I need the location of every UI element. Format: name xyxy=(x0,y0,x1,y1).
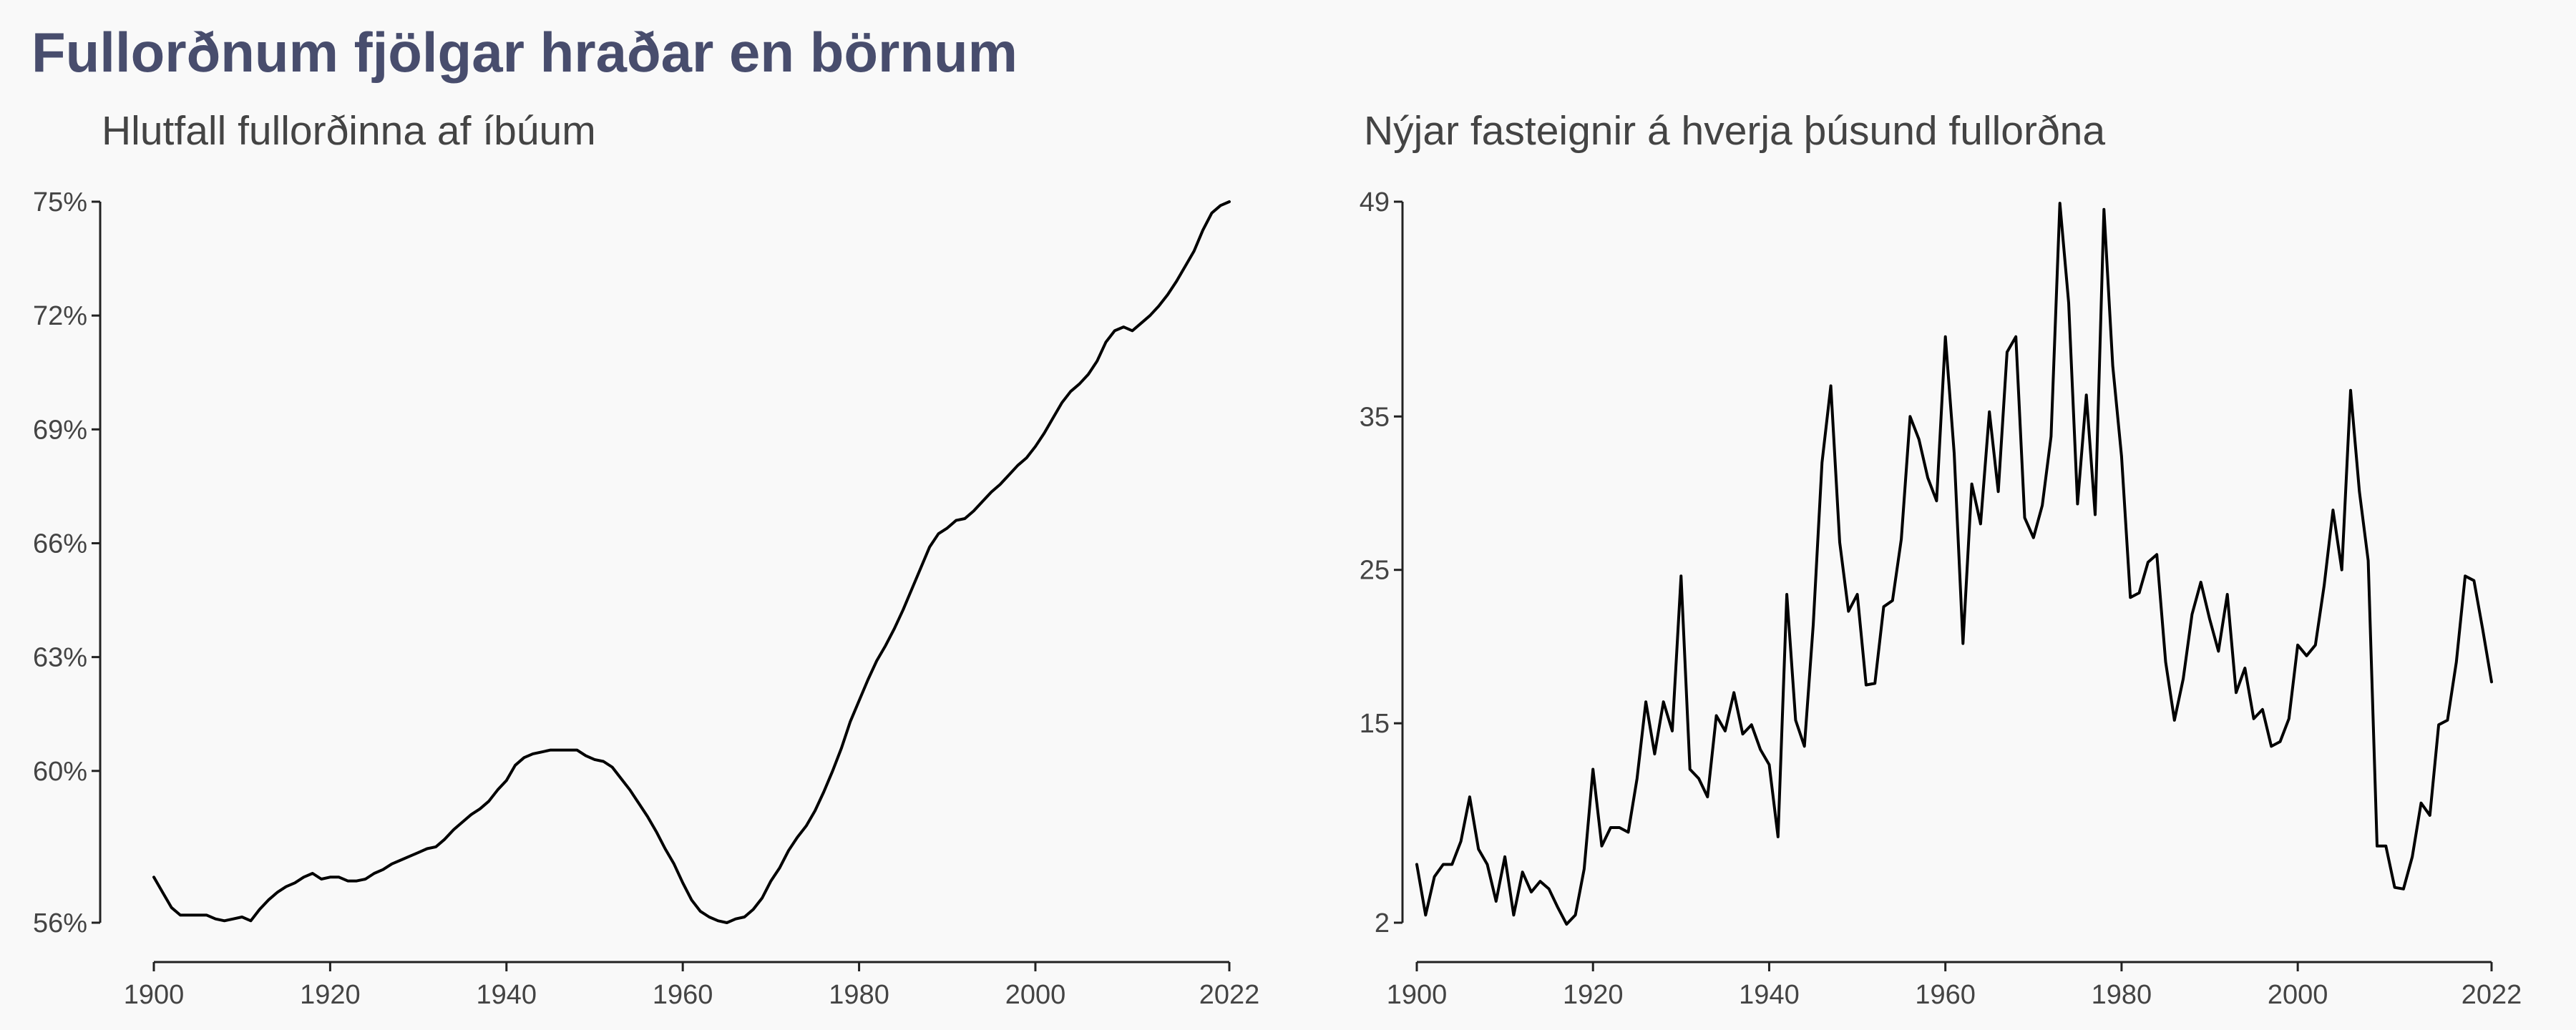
right-panel-title: Nýjar fasteignir á hverja þúsund fullorð… xyxy=(1364,108,2106,154)
left-y-tick-label: 66% xyxy=(33,529,87,559)
right-x-tick-label: 2022 xyxy=(2462,980,2522,1010)
right-y-tick-label: 49 xyxy=(1360,187,1390,217)
left-y-tick-label: 75% xyxy=(33,187,87,217)
right-y-tick-label: 15 xyxy=(1360,709,1390,739)
right-x-tick-label: 1920 xyxy=(1563,980,1624,1010)
left-y-tick-label: 56% xyxy=(33,908,87,938)
right-x-tick-label: 1900 xyxy=(1387,980,1448,1010)
right-x-tick-label: 1960 xyxy=(1915,980,1976,1010)
right-chart: 2 15 25 35 49 1900 1920 1940 1960 1980 2000 2022 xyxy=(1360,187,2522,1010)
right-y-tick-label: 2 xyxy=(1375,908,1390,938)
left-x-tick-label: 1920 xyxy=(300,980,361,1010)
right-x-tick-label: 1940 xyxy=(1739,980,1800,1010)
left-panel-title: Hlutfall fullorðinna af íbúum xyxy=(102,108,596,154)
left-x-tick-label: 1960 xyxy=(653,980,713,1010)
left-y-tick-label: 60% xyxy=(33,757,87,787)
left-x-tick-label: 1940 xyxy=(477,980,537,1010)
right-y-tick-label: 25 xyxy=(1360,556,1390,586)
right-x-tick-label: 1980 xyxy=(2092,980,2152,1010)
left-x-tick-label: 2022 xyxy=(1199,980,1260,1010)
left-y-tick-label: 72% xyxy=(33,301,87,331)
left-chart: 56% 60% 63% 66% 69% 72% 75% 1900 1920 1940 1960 198… xyxy=(33,187,1259,1010)
left-x-tick-label: 1900 xyxy=(124,980,185,1010)
left-x-tick-label: 2000 xyxy=(1005,980,1066,1010)
left-series-line xyxy=(152,200,1231,924)
main-title: Fullorðnum fjölgar hraðar en börnum xyxy=(31,21,1018,84)
left-y-tick-label: 69% xyxy=(33,415,87,445)
right-x-tick-label: 2000 xyxy=(2268,980,2328,1010)
left-x-tick-label: 1980 xyxy=(829,980,889,1010)
right-series-line xyxy=(1415,202,2493,926)
left-y-tick-label: 63% xyxy=(33,643,87,673)
right-y-tick-label: 35 xyxy=(1360,402,1390,432)
